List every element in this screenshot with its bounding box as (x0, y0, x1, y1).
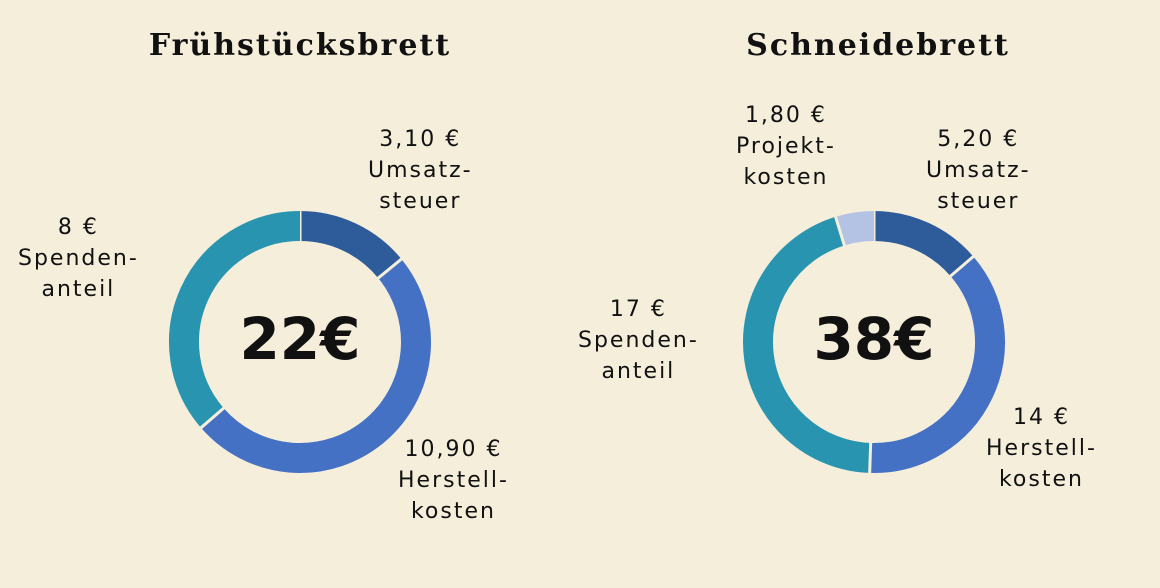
slice-value: 14 € (1012, 405, 1070, 430)
slice-name-line: kosten (998, 467, 1084, 492)
slice-label-umsatzsteuer: 5,20 € Umsatz-steuer (926, 124, 1031, 217)
slice-name-line: kosten (410, 499, 496, 524)
slice-value: 3,10 € (379, 127, 462, 152)
slice-name-line: Projekt- (736, 134, 836, 159)
slice-label-projektkosten: 1,80 € Projekt-kosten (736, 100, 836, 193)
slice-label-herstellkosten: 14 € Herstell-kosten (986, 402, 1097, 495)
donut-schneidebrett (743, 210, 1005, 474)
total-label-schneidebrett: 38€ (813, 305, 934, 373)
slice-name-line: anteil (601, 359, 676, 384)
donut-slice-herstellkosten (201, 259, 431, 473)
total-label-fruehstuecksbrett: 22€ (239, 305, 360, 373)
donut-slice-herstellkosten (869, 256, 1005, 473)
chart-title-fruehstuecksbrett: Frühstücksbrett (148, 28, 452, 63)
slice-value: 17 € (609, 297, 667, 322)
slice-label-herstellkosten: 10,90 € Herstell-kosten (398, 434, 509, 527)
slice-label-spendenanteil: 17 € Spenden-anteil (578, 294, 699, 387)
slice-separator (376, 257, 404, 280)
slice-label-umsatzsteuer: 3,10 € Umsatz-steuer (368, 124, 473, 217)
donut-slice-umsatzsteuer (299, 211, 402, 279)
slice-label-spendenanteil: 8 € Spenden-anteil (18, 212, 139, 305)
donut-slice-spendenanteil (169, 211, 301, 428)
slice-separator (948, 254, 975, 278)
slice-value: 1,80 € (744, 103, 827, 128)
slice-name-line: Spenden- (578, 328, 699, 353)
slice-value: 8 € (57, 215, 99, 240)
donut-slice-projektkosten (835, 211, 875, 246)
donut-fruehstuecksbrett (169, 210, 431, 473)
slice-name-line: Herstell- (986, 436, 1097, 461)
slice-name-line: Umsatz- (926, 158, 1031, 183)
slice-name-line: kosten (743, 165, 829, 190)
slice-value: 5,20 € (937, 127, 1020, 152)
donut-slice-umsatzsteuer (873, 211, 974, 277)
slice-value: 10,90 € (404, 437, 503, 462)
slice-separator (833, 215, 847, 247)
slice-separator (199, 406, 226, 430)
slice-separator (868, 441, 873, 474)
slice-name-line: steuer (937, 189, 1020, 214)
slice-name-line: anteil (41, 277, 116, 302)
chart-title-schneidebrett: Schneidebrett (746, 28, 1010, 63)
slice-name-line: Spenden- (18, 246, 139, 271)
slice-name-line: Herstell- (398, 468, 509, 493)
donut-slice-spendenanteil (743, 216, 871, 473)
slice-name-line: Umsatz- (368, 158, 473, 183)
slice-name-line: steuer (379, 189, 462, 214)
